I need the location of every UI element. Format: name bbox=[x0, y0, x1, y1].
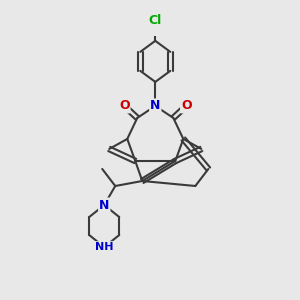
Text: O: O bbox=[119, 99, 130, 112]
Text: NH: NH bbox=[95, 242, 113, 252]
Text: Cl: Cl bbox=[149, 14, 162, 27]
Text: N: N bbox=[99, 199, 110, 212]
Text: N: N bbox=[150, 99, 160, 112]
Text: O: O bbox=[181, 99, 192, 112]
